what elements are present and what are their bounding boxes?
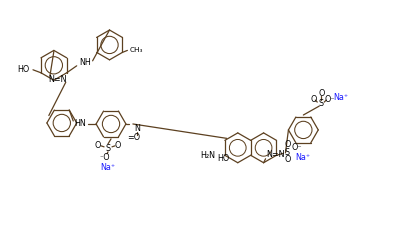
Text: O: O xyxy=(310,95,316,104)
Text: O: O xyxy=(318,89,324,98)
Text: O: O xyxy=(284,155,291,164)
Text: S: S xyxy=(285,148,290,157)
Text: N: N xyxy=(134,125,140,133)
Text: O⁻: O⁻ xyxy=(291,143,302,152)
Text: H₂N: H₂N xyxy=(200,151,215,160)
Text: Na⁺: Na⁺ xyxy=(100,163,115,172)
Text: O: O xyxy=(95,141,101,150)
Text: O: O xyxy=(284,140,291,149)
Text: Na⁺: Na⁺ xyxy=(295,153,310,162)
Text: S: S xyxy=(319,99,324,108)
Text: O⁻: O⁻ xyxy=(325,95,336,104)
Text: NH: NH xyxy=(79,58,91,67)
Text: S: S xyxy=(106,144,111,153)
Text: CH₃: CH₃ xyxy=(129,47,143,53)
Text: O: O xyxy=(115,141,121,150)
Text: HO: HO xyxy=(17,65,29,74)
Text: ⁻O: ⁻O xyxy=(100,153,110,162)
Text: HO: HO xyxy=(217,154,230,163)
Text: Na⁺: Na⁺ xyxy=(334,93,349,102)
Text: =O: =O xyxy=(127,133,140,142)
Text: N=N: N=N xyxy=(266,150,285,159)
Text: HN: HN xyxy=(74,119,86,129)
Text: N=N: N=N xyxy=(48,75,67,84)
